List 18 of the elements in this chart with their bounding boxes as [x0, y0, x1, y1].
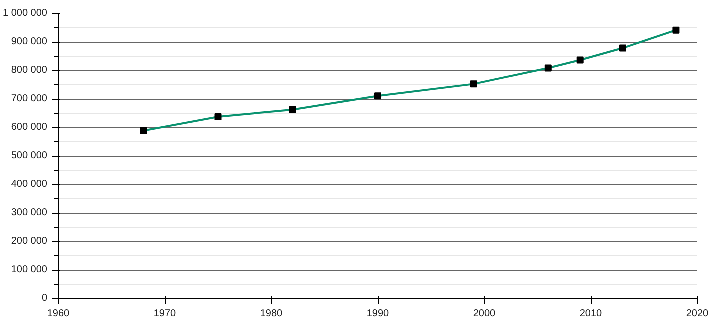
y-tick-label: 500 000	[11, 150, 48, 162]
y-tick-label: 600 000	[11, 122, 48, 133]
x-tick-label: 2020	[686, 308, 710, 320]
y-tick-label: 400 000	[11, 179, 48, 190]
x-tick-label: 1980	[260, 308, 284, 320]
y-tick-label: 100 000	[11, 264, 48, 276]
y-tick-label: 300 000	[11, 208, 48, 218]
x-tick-label: 1970	[154, 308, 177, 320]
y-tick-label: 200 000	[11, 236, 48, 247]
x-tick-label: 2010	[580, 308, 603, 320]
x-tick-label: 1960	[47, 308, 70, 320]
y-tick-label: 800 000	[11, 65, 48, 76]
y-tick-label: 900 000	[11, 36, 48, 48]
y-tick-label: 1 000 000	[3, 8, 48, 19]
y-tick-label: 0	[42, 293, 48, 304]
y-tick-label: 700 000	[11, 94, 48, 104]
x-tick-label: 1990	[366, 308, 390, 320]
x-tick-label: 2000	[473, 308, 496, 320]
